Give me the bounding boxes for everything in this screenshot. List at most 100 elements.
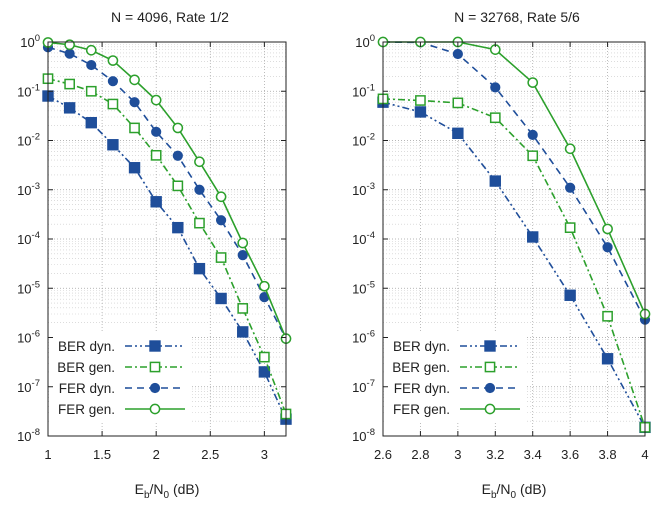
legend-marker: [484, 361, 496, 373]
data-point: [414, 106, 427, 118]
legend-marker: [484, 340, 496, 352]
data-point: [237, 237, 249, 249]
data-point: [215, 292, 227, 305]
data-point: [129, 97, 140, 108]
y-tick-label: 10-4: [17, 230, 40, 247]
data-point: [86, 59, 97, 71]
y-tick-label: 10-1: [352, 82, 375, 99]
x-tick-label: 2: [153, 447, 160, 462]
data-point: [215, 215, 227, 226]
chart-panel-2: BER dyn. BER gen. FER dyn. FER gen. 100 10-1 1…: [352, 9, 651, 501]
y-tick-label: 100: [355, 33, 375, 50]
data-point: [215, 191, 227, 203]
y-tick-label: 10-6: [352, 329, 375, 346]
data-point: [258, 366, 271, 378]
y-tick-label: 10-3: [352, 181, 375, 198]
data-point: [601, 353, 614, 365]
legend-marker: [149, 340, 161, 352]
data-point: [489, 175, 501, 187]
data-point: [259, 280, 270, 292]
data-point: [490, 82, 501, 93]
data-point: [602, 242, 613, 253]
x-tick-label: 1: [44, 447, 51, 462]
data-point: [85, 85, 97, 97]
data-point: [194, 184, 205, 195]
data-point: [150, 94, 162, 106]
series-fer-dyn: [377, 36, 651, 325]
data-point: [194, 156, 205, 168]
legend-label: FER gen.: [58, 402, 115, 417]
chart-panel-1: BER dyn. BER gen. FER dyn. FER gen. 100 10-1 1…: [17, 9, 292, 501]
y-tick-label: 10-7: [352, 378, 375, 395]
x-tick-label: 3.4: [524, 447, 542, 462]
x-tick-label: 2.6: [374, 447, 392, 462]
y-tick-label: 10-5: [352, 279, 375, 296]
data-point: [85, 116, 97, 129]
data-point: [64, 78, 75, 90]
series-line: [382, 98, 646, 428]
data-point: [151, 126, 162, 137]
data-point: [150, 149, 162, 161]
data-point: [259, 351, 270, 363]
data-point: [564, 289, 576, 301]
legend: BER dyn. BER gen. FER dyn. FER gen.: [384, 332, 526, 422]
data-point: [172, 221, 184, 234]
data-point: [128, 162, 141, 174]
y-tick-label: 10-8: [352, 427, 375, 444]
series-fer-gen: [42, 37, 292, 344]
legend-marker: [484, 403, 496, 415]
y-tick-label: 10-7: [17, 378, 40, 395]
legend-marker: [484, 382, 496, 394]
data-point: [452, 48, 463, 60]
x-axis-label: Eb/N0 (dB): [482, 481, 547, 501]
data-point: [107, 76, 119, 87]
y-tick-label: 10-2: [17, 132, 40, 149]
y-tick-label: 100: [20, 33, 40, 50]
legend-marker: [149, 403, 161, 415]
data-point: [237, 303, 249, 314]
series-fer-gen: [377, 36, 651, 320]
data-point: [489, 112, 501, 124]
x-tick-label: 3.8: [599, 447, 617, 462]
series-line: [382, 101, 646, 428]
legend-label: BER gen.: [57, 360, 115, 375]
data-point: [237, 250, 248, 261]
data-point: [602, 310, 613, 322]
data-point: [237, 326, 249, 338]
y-tick-label: 10-8: [17, 427, 40, 444]
data-point: [215, 252, 227, 263]
y-tick-label: 10-1: [17, 82, 40, 99]
data-point: [150, 196, 162, 208]
data-point: [415, 95, 426, 106]
series-line: [47, 41, 287, 339]
data-point: [129, 74, 140, 86]
data-point: [452, 97, 464, 109]
x-tick-label: 3.2: [486, 447, 504, 462]
y-tick-label: 10-2: [352, 132, 375, 149]
data-point: [64, 48, 75, 59]
y-tick-label: 10-5: [17, 279, 40, 296]
data-point: [172, 180, 184, 192]
legend-marker: [149, 382, 161, 394]
x-tick-label: 3: [454, 447, 461, 462]
x-tick-label: 2.5: [201, 447, 219, 462]
legend-label: BER dyn.: [58, 339, 115, 354]
data-point: [107, 55, 119, 66]
y-tick-label: 10-3: [17, 181, 40, 198]
legend-label: BER dyn.: [393, 339, 450, 354]
data-point: [602, 223, 613, 235]
data-point: [107, 98, 119, 110]
x-tick-label: 2.8: [411, 447, 429, 462]
data-point: [564, 222, 576, 234]
series-fer-dyn: [42, 42, 292, 344]
data-point: [63, 102, 76, 114]
data-point: [107, 139, 119, 151]
data-point: [193, 262, 206, 275]
series-line: [382, 41, 646, 321]
data-point: [172, 122, 184, 134]
legend-label: FER dyn.: [394, 381, 450, 396]
data-point: [527, 129, 538, 140]
legend-marker: [149, 361, 161, 373]
legend-label: FER dyn.: [59, 381, 115, 396]
